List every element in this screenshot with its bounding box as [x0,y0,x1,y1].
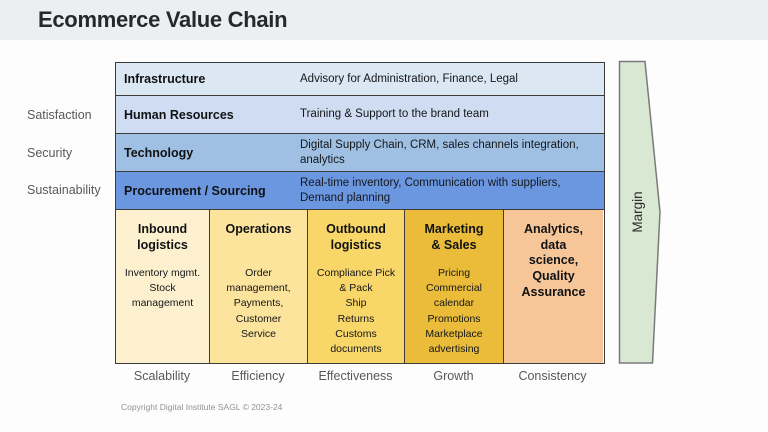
column-items: Inventory mgmt. Stock management [116,266,209,312]
margin-arrow-shape [618,60,661,364]
support-row-label: Procurement / Sourcing [124,183,266,198]
support-row-label: Infrastructure [124,72,206,86]
column-item: Ship [345,297,367,310]
support-row-human-resources: Human Resources Training & Support to th… [116,96,604,134]
left-label-sustainability: Sustainability [27,183,101,197]
bottom-labels: Scalability Efficiency Effectiveness Gro… [115,369,605,383]
column-operations: Operations Order management, Payments, C… [210,210,308,363]
bottom-label-effectiveness: Effectiveness [318,369,393,383]
column-item: Stock management [131,282,194,310]
column-header: Inbound logistics [137,222,188,252]
page-title: Ecommerce Value Chain [38,7,288,32]
support-row-description: Real-time inventory, Communication with … [300,176,561,204]
column-header: Operations [225,222,292,236]
margin-arrow: Margin [618,60,661,364]
column-inbound-logistics: Inbound logistics Inventory mgmt. Stock m… [116,210,210,363]
column-outbound-logistics: Outbound logistics Compliance Pick & Pac… [308,210,405,363]
left-label-security: Security [27,146,73,160]
column-item: Pricing [437,267,471,279]
column-analytics-quality: Analytics, data science, Quality Assuran… [504,210,603,363]
bottom-label-consistency: Consistency [518,369,587,383]
support-row-description: Digital Supply Chain, CRM, sales channel… [300,138,579,166]
support-row-description: Training & Support to the brand team [300,108,489,121]
bottom-label-scalability: Scalability [133,369,191,383]
margin-label: Margin [630,191,645,232]
column-header: Marketing & Sales [424,222,484,252]
column-items: Pricing Commercial calendar Promotions Mark… [405,266,503,357]
copyright-notice: Copyright Digital Institute SAGL © 2023-… [121,402,283,412]
column-marketing-sales: Marketing & Sales Pricing Commercial cale… [405,210,504,363]
column-header: Outbound logistics [326,222,386,252]
column-item: Marketplace advertising [425,327,483,356]
column-item: Inventory mgmt. [124,267,201,279]
left-label-satisfaction: Satisfaction [27,108,92,122]
bottom-label-efficiency: Efficiency [231,369,285,383]
support-row-procurement-sourcing: Procurement / Sourcing Real-time invento… [116,172,604,210]
support-row-label: Human Resources [124,107,234,122]
column-item: Commercial calendar [425,282,482,310]
column-header: Analytics, data science, Quality Assuran… [521,222,586,299]
support-row-technology: Technology Digital Supply Chain, CRM, sa… [116,134,604,172]
column-item: Order management, Payments, Customer Ser… [226,267,291,340]
column-item: Returns [337,312,375,325]
column-items: Order management, Payments, Customer Ser… [210,266,307,342]
support-row-description: Advisory for Administration, Finance, Le… [300,72,518,85]
support-row-infrastructure: Infrastructure Advisory for Administrati… [116,63,604,96]
column-item: Promotions [427,312,481,325]
title-band: Ecommerce Value Chain [0,0,768,40]
column-items: Compliance Pick & Pack Ship Returns Customs… [308,266,404,357]
column-item: Customs documents [330,327,382,356]
primary-activities-row: Inbound logistics Inventory mgmt. Stock m… [116,210,604,363]
column-item: Compliance Pick & Pack [316,267,396,295]
bottom-label-growth: Growth [433,369,474,383]
support-row-label: Technology [124,145,194,160]
value-chain-table: Infrastructure Advisory for Administrati… [115,62,605,364]
